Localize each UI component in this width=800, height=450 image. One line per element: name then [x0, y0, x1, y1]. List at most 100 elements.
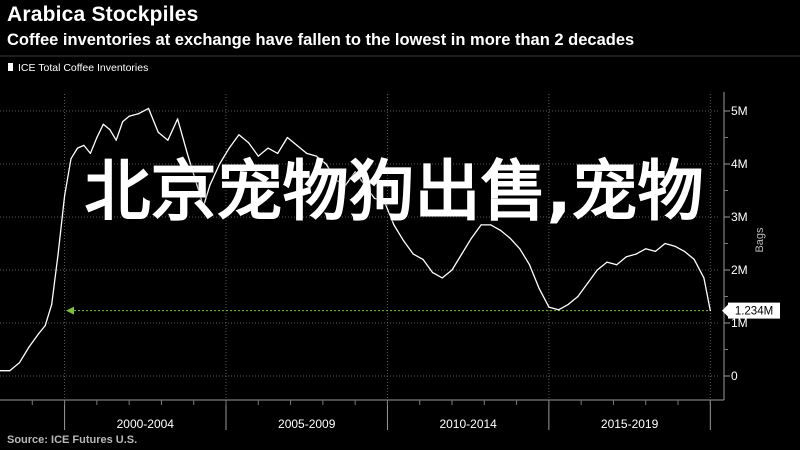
data-point — [76, 147, 79, 149]
data-point — [422, 258, 424, 260]
data-point — [480, 224, 482, 226]
data-point — [587, 282, 589, 284]
legend-label: ICE Total Coffee Inventories — [18, 62, 148, 74]
data-point — [393, 224, 395, 226]
last-value-tag-pointer — [722, 304, 728, 317]
chart-subtitle: Coffee inventories at exchange have fall… — [7, 31, 635, 49]
data-point — [683, 250, 686, 252]
data-point — [509, 237, 511, 239]
data-point — [490, 224, 492, 226]
data-point — [38, 333, 40, 335]
data-point — [64, 195, 66, 197]
data-point — [354, 171, 356, 173]
data-point — [703, 277, 705, 279]
data-point — [558, 309, 560, 311]
legend: ICE Total Coffee Inventories — [0, 55, 800, 74]
legend-swatch — [8, 63, 13, 71]
data-point — [306, 152, 308, 154]
axes: 0 1M 2M 3M 4M 5M Bags 2000-2004 2005-2009 2010-20… — [0, 92, 766, 431]
y-tick-label: 0 — [731, 369, 738, 383]
data-point — [109, 129, 111, 131]
data-point — [167, 139, 169, 141]
data-point — [219, 163, 221, 165]
data-point — [57, 253, 59, 255]
data-point — [0, 370, 1, 372]
y-tick-label: 2M — [731, 263, 748, 277]
data-point — [277, 152, 279, 154]
data-point — [470, 237, 472, 239]
data-point — [296, 144, 298, 146]
data-point — [138, 113, 140, 115]
x-tick-label: 2010-2014 — [439, 417, 497, 431]
data-point — [674, 245, 676, 247]
data-point — [28, 346, 30, 348]
series-line-ice-total-coffee-inventories — [0, 107, 711, 372]
data-point — [186, 152, 188, 154]
data-point — [519, 248, 521, 250]
data-point — [654, 250, 657, 252]
data-point — [267, 147, 269, 149]
data-point — [286, 136, 288, 139]
data-point — [693, 258, 695, 260]
data-point — [461, 253, 463, 255]
data-point — [596, 269, 598, 271]
data-point — [157, 131, 159, 133]
data-point — [567, 303, 569, 305]
data-point — [115, 139, 117, 141]
y-tick-label: 1M — [731, 316, 748, 330]
data-point — [202, 205, 204, 207]
data-point — [147, 107, 150, 109]
data-point — [344, 184, 347, 186]
data-point — [89, 152, 91, 154]
data-point — [122, 121, 124, 123]
data-point — [538, 288, 540, 290]
data-point — [18, 362, 20, 364]
data-point — [196, 184, 198, 186]
data-point — [102, 123, 104, 125]
x-tick-label: 2000-2004 — [117, 417, 175, 431]
y-tick-label: 3M — [731, 210, 748, 224]
data-point — [51, 303, 53, 305]
y-tick-label: 5M — [731, 104, 748, 118]
data-point — [383, 200, 385, 202]
data-point — [128, 115, 130, 117]
data-point — [548, 306, 550, 308]
data-point — [709, 310, 711, 312]
data-point — [432, 272, 434, 274]
data-point — [209, 184, 211, 186]
data-point — [238, 134, 240, 136]
source-note: Source: ICE Futures U.S. — [7, 434, 138, 446]
data-point — [325, 163, 327, 165]
last-value-tag-group: 1.234M — [722, 302, 780, 319]
data-point — [645, 248, 647, 250]
data-point — [177, 118, 179, 120]
grid-lines — [0, 94, 720, 400]
data-point — [228, 147, 230, 149]
data-point — [635, 253, 637, 255]
data-point — [70, 158, 72, 160]
series-layer — [0, 107, 711, 372]
y-axis-title: Bags — [754, 227, 766, 253]
data-point — [403, 240, 405, 242]
data-point — [577, 295, 579, 298]
chart-title: Arabica Stockpiles — [7, 3, 199, 26]
last-value-tag — [728, 302, 780, 319]
data-point — [44, 325, 46, 327]
data-point — [616, 264, 618, 266]
data-point — [451, 269, 453, 271]
data-point — [9, 370, 11, 372]
data-point — [441, 277, 443, 279]
reference-arrow-icon — [66, 306, 74, 315]
data-point — [83, 144, 85, 146]
data-point — [499, 229, 501, 231]
data-point — [335, 179, 337, 181]
reference-line-group — [66, 306, 708, 315]
data-point — [315, 155, 317, 157]
data-point — [528, 264, 531, 266]
data-point — [625, 256, 628, 258]
data-point — [606, 261, 608, 263]
x-tick-label: 2015-2019 — [601, 417, 659, 431]
x-tick-label: 2005-2009 — [278, 417, 336, 431]
data-point — [664, 242, 666, 245]
